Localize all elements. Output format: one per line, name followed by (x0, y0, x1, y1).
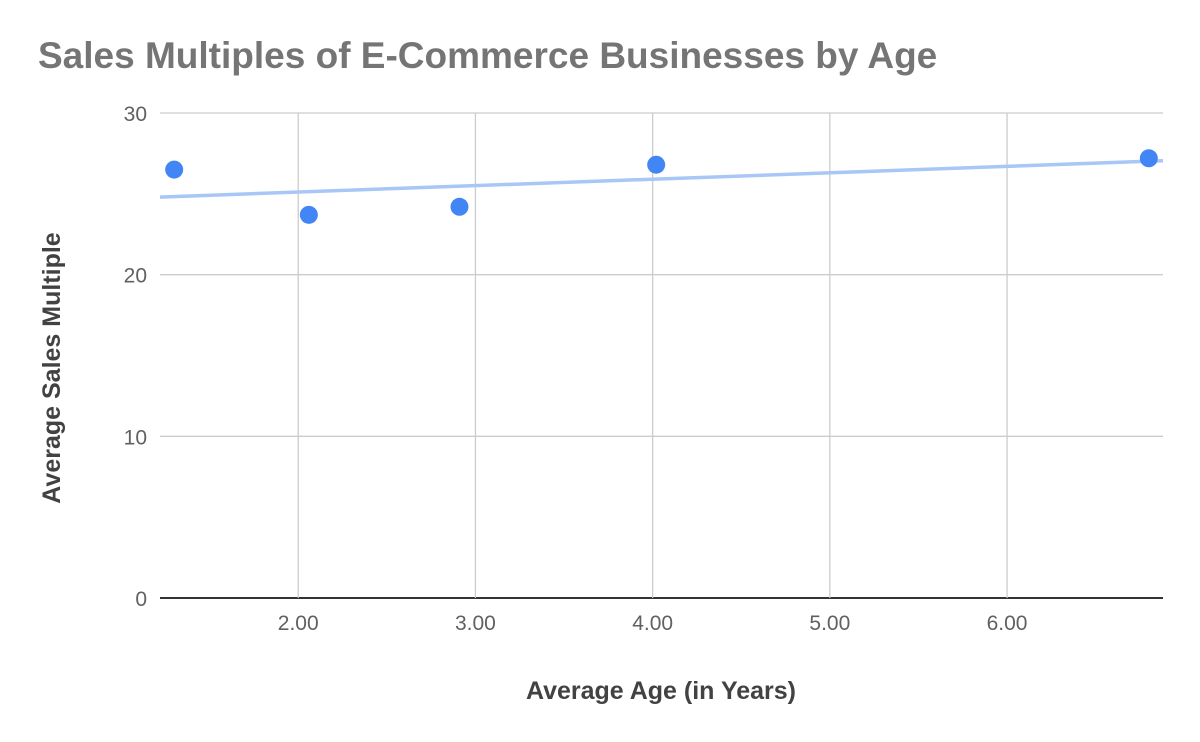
trendline-group (159, 158, 1164, 199)
y-tick-label: 10 (124, 426, 147, 449)
data-points (165, 149, 1158, 224)
y-tick-label: 0 (135, 588, 147, 611)
y-axis-title: Average Sales Multiple (38, 232, 66, 503)
x-tick-label: 3.00 (455, 612, 496, 635)
data-point (1139, 149, 1158, 168)
data-point (647, 155, 666, 174)
x-axis-title: Average Age (in Years) (526, 677, 796, 705)
gridlines (160, 112, 1163, 599)
chart-title: Sales Multiples of E-Commerce Businesses… (38, 35, 937, 76)
x-tick-label: 5.00 (809, 612, 850, 635)
y-axis-ticks: 0 10 20 30 (124, 103, 147, 611)
x-tick-label: 4.00 (632, 612, 673, 635)
trendline (159, 158, 1164, 199)
x-tick-label: 2.00 (278, 612, 319, 635)
data-point (165, 160, 184, 179)
x-axis-ticks: 2.00 3.00 4.00 5.00 6.00 (278, 612, 1028, 635)
y-tick-label: 20 (124, 265, 147, 288)
x-tick-label: 6.00 (987, 612, 1028, 635)
y-tick-label: 30 (124, 103, 147, 126)
data-point (299, 205, 318, 224)
data-point (450, 197, 469, 216)
